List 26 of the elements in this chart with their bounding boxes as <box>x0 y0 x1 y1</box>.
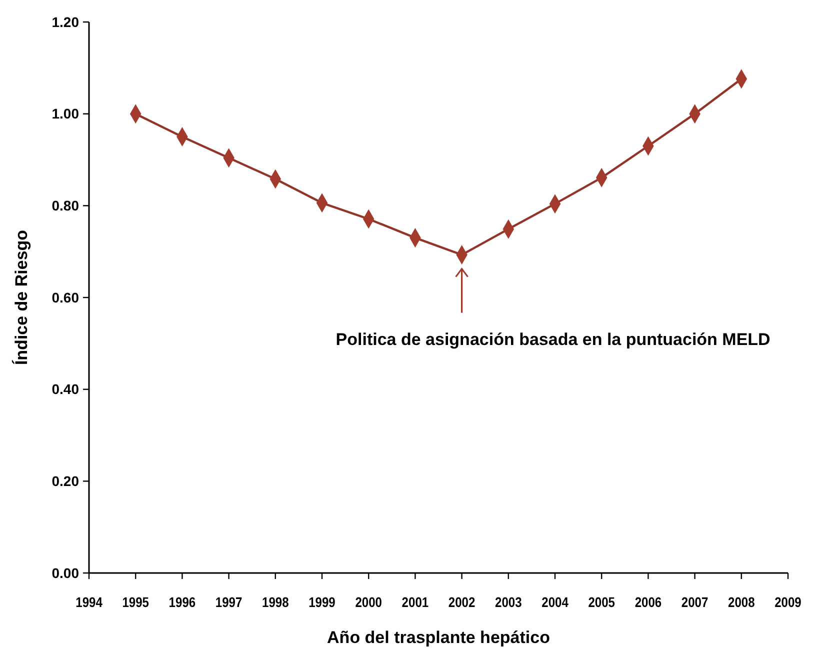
x-tick-label: 2002 <box>448 594 476 610</box>
x-tick-label: 2001 <box>402 594 429 610</box>
x-tick-label: 2007 <box>681 594 708 610</box>
y-tick-label: 0.80 <box>52 198 80 214</box>
x-tick-label: 1994 <box>76 594 104 610</box>
y-axis-title: Índice de Riesgo <box>11 230 31 366</box>
y-tick-label: 0.60 <box>52 289 80 306</box>
y-tick-label: 0.00 <box>52 564 80 581</box>
annotation: Politica de asignación basada en la puntuación MELD <box>336 330 770 349</box>
x-tick-label: 2004 <box>542 594 570 610</box>
x-tick-label: 2009 <box>774 594 802 610</box>
x-tick-label: 2008 <box>728 594 755 610</box>
y-tick-label: 1.20 <box>52 14 80 30</box>
x-tick-label: 2005 <box>588 594 615 610</box>
x-axis-title: Año del trasplante hepático <box>327 628 550 647</box>
x-tick-label: 1999 <box>308 594 336 610</box>
x-tick-label: 2003 <box>495 594 522 610</box>
y-tick-label: 1.00 <box>52 106 80 122</box>
x-tick-label: 2000 <box>355 594 382 610</box>
x-tick-label: 2006 <box>634 594 662 610</box>
x-tick-label: 1995 <box>122 594 149 610</box>
x-tick-label: 1998 <box>262 594 289 610</box>
x-tick-label: 1997 <box>215 594 242 610</box>
y-tick-label: 0.40 <box>52 381 80 398</box>
x-tick-label: 1996 <box>168 594 196 610</box>
y-tick-label: 0.20 <box>52 473 80 490</box>
